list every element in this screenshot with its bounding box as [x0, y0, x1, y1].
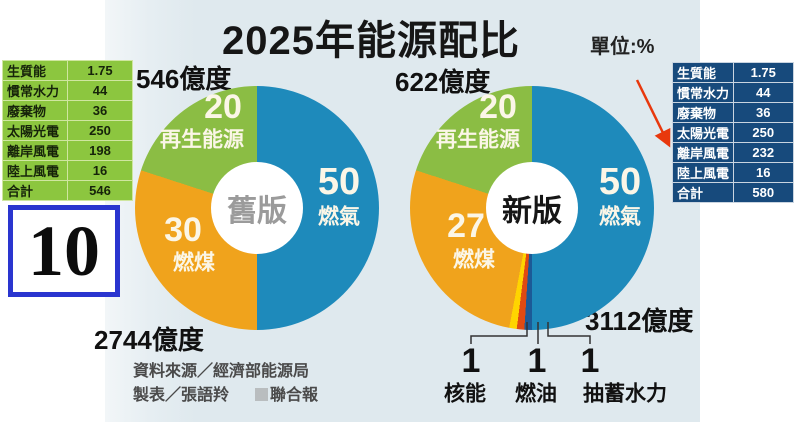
table-row: 廢棄物 36 [2, 100, 133, 121]
old-coal-label: 燃煤 [173, 251, 215, 275]
table-row: 太陽光電 250 [672, 122, 794, 143]
row-value: 16 [67, 160, 133, 181]
nuclear-pct: 1 [461, 342, 481, 380]
row-value: 250 [67, 120, 133, 141]
row-label: 生質能 [672, 62, 734, 83]
row-label: 廢棄物 [2, 100, 68, 121]
old-plan-renewables-table: 生質能 1.75 慣常水力 44 廢棄物 36 太陽光電 250 離岸風電 198 陸上風… [2, 60, 133, 201]
row-value: 44 [732, 82, 794, 103]
new-total-generation-note: 3112億度 [585, 306, 694, 336]
new-coal-pct: 27 [447, 207, 485, 245]
credit-line: 製表／張語羚 聯合報 [133, 381, 318, 405]
pumped-hydro-pct: 1 [580, 342, 600, 380]
row-value: 198 [67, 140, 133, 161]
row-value: 1.75 [67, 60, 133, 81]
row-label: 太陽光電 [2, 120, 68, 141]
page-title: 2025年能源配比 [222, 19, 520, 63]
table-row: 生質能 1.75 [2, 60, 133, 81]
old-renewables-pct: 20 [204, 88, 242, 126]
row-label: 廢棄物 [672, 102, 734, 123]
table-row: 陸上風電 16 [672, 162, 794, 183]
pumped-hydro-label: 抽蓄水力 [583, 382, 667, 406]
new-renewables-generation-note: 622億度 [395, 67, 491, 97]
row-label: 陸上風電 [672, 162, 734, 183]
old-gas-pct: 50 [317, 161, 361, 203]
row-label: 陸上風電 [2, 160, 68, 181]
nuclear-label: 核能 [444, 382, 486, 406]
row-label: 慣常水力 [672, 82, 734, 103]
old-coal-pct: 30 [164, 211, 202, 249]
old-renewables-label: 再生能源 [160, 128, 244, 152]
oil-pct: 1 [527, 342, 547, 380]
table-row: 慣常水力 44 [2, 80, 133, 101]
table-row: 廢棄物 36 [672, 102, 794, 123]
new-plan-donut-chart: 新版 [410, 86, 654, 330]
page-number: 10 [28, 211, 100, 291]
table-row: 合計 546 [2, 180, 133, 201]
table-row: 慣常水力 44 [672, 82, 794, 103]
row-label: 合計 [2, 180, 68, 201]
row-label: 太陽光電 [672, 122, 734, 143]
table-row: 陸上風電 16 [2, 160, 133, 181]
new-renewables-pct: 20 [479, 88, 517, 126]
table-row: 離岸風電 232 [672, 142, 794, 163]
new-gas-pct: 50 [598, 161, 642, 203]
new-plan-donut-hole: 新版 [486, 162, 578, 254]
page-number-badge: 10 [8, 205, 120, 297]
new-plan-center-label: 新版 [502, 195, 562, 228]
row-value: 580 [732, 182, 794, 203]
publisher-name: 聯合報 [270, 387, 319, 404]
row-label: 合計 [672, 182, 734, 203]
old-total-generation-note: 2744億度 [94, 325, 204, 355]
row-value: 232 [732, 142, 794, 163]
row-value: 44 [67, 80, 133, 101]
new-gas-label: 燃氣 [599, 205, 641, 229]
row-value: 16 [732, 162, 794, 183]
data-source-line: 資料來源／經濟部能源局 [133, 363, 310, 380]
row-value: 36 [732, 102, 794, 123]
row-label: 離岸風電 [672, 142, 734, 163]
old-plan-donut-chart: 舊版 [135, 86, 379, 330]
old-plan-donut-hole: 舊版 [211, 162, 303, 254]
new-coal-label: 燃煤 [453, 248, 495, 272]
new-renewables-label: 再生能源 [436, 128, 520, 152]
publisher-square-icon [255, 388, 269, 401]
row-value: 36 [67, 100, 133, 121]
old-renewables-generation-note: 546億度 [136, 64, 232, 94]
row-value: 546 [67, 180, 133, 201]
new-plan-renewables-table: 生質能 1.75 慣常水力 44 廢棄物 36 太陽光電 250 離岸風電 232 陸上風… [672, 62, 794, 203]
row-label: 離岸風電 [2, 140, 68, 161]
table-row: 生質能 1.75 [672, 62, 794, 83]
table-row: 太陽光電 250 [2, 120, 133, 141]
credit-author: 製表／張語羚 [133, 387, 230, 404]
unit-label: 單位:% [590, 36, 655, 58]
oil-label: 燃油 [515, 382, 557, 406]
table-row: 離岸風電 198 [2, 140, 133, 161]
row-label: 慣常水力 [2, 80, 68, 101]
old-gas-label: 燃氣 [318, 205, 360, 229]
row-value: 250 [732, 122, 794, 143]
old-plan-center-label: 舊版 [227, 195, 287, 228]
row-value: 1.75 [732, 62, 794, 83]
table-row: 合計 580 [672, 182, 794, 203]
row-label: 生質能 [2, 60, 68, 81]
